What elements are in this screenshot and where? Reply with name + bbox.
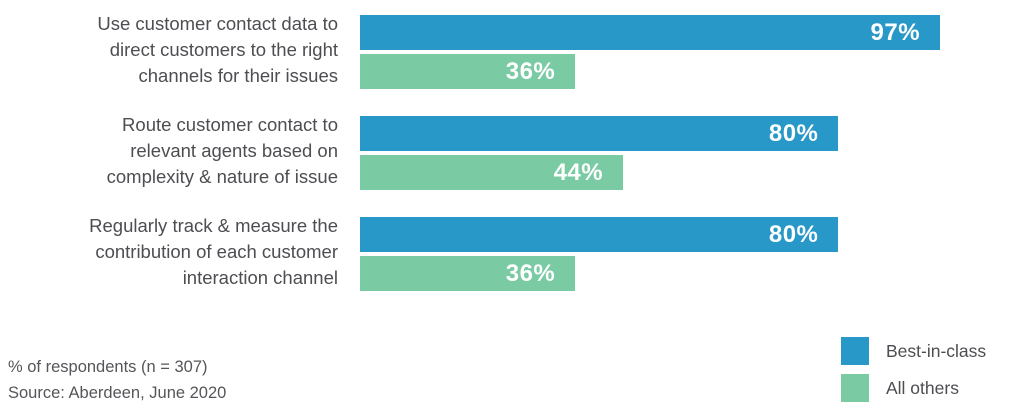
footnote-respondents: % of respondents (n = 307) — [8, 358, 208, 376]
bar-all-others: 36% — [360, 256, 576, 291]
legend-label-best-in-class: Best-in-class — [886, 340, 987, 361]
chart-group: Regularly track & measure the contributio… — [0, 215, 1000, 291]
legend-item-best-in-class: Best-in-class — [841, 337, 986, 365]
bar-value-label: 36% — [505, 57, 556, 85]
bar-all-others: 36% — [360, 54, 576, 89]
footnotes: % of respondents (n = 307) Source: Aberd… — [8, 354, 226, 406]
legend-swatch-all-others — [841, 374, 869, 402]
bar-value-label: 97% — [870, 18, 921, 46]
footnote-source: Source: Aberdeen, June 2020 — [8, 384, 227, 402]
category-label: Regularly track & measure the contributio… — [89, 215, 338, 288]
bar-value-label: 80% — [768, 119, 819, 147]
bar-chart: Use customer contact data to direct custo… — [0, 13, 1000, 318]
legend-item-all-others: All others — [841, 374, 986, 402]
bar-all-others: 44% — [360, 155, 624, 190]
legend-swatch-best-in-class — [841, 337, 869, 365]
chart-group: Use customer contact data to direct custo… — [0, 13, 1000, 89]
category-label: Route customer contact to relevant agents… — [106, 114, 338, 187]
bar-best-in-class: 97% — [360, 15, 941, 50]
bar-best-in-class: 80% — [360, 116, 839, 151]
bar-groups: Use customer contact data to direct custo… — [0, 13, 1000, 291]
bar-value-label: 80% — [768, 220, 819, 248]
legend: Best-in-class All others — [841, 337, 986, 411]
chart-group: Route customer contact to relevant agents… — [0, 114, 1000, 190]
legend-label-all-others: All others — [886, 377, 959, 398]
bar-best-in-class: 80% — [360, 217, 839, 252]
bar-value-label: 36% — [505, 259, 556, 287]
bar-value-label: 44% — [553, 158, 604, 186]
category-label: Use customer contact data to direct custo… — [97, 13, 338, 86]
